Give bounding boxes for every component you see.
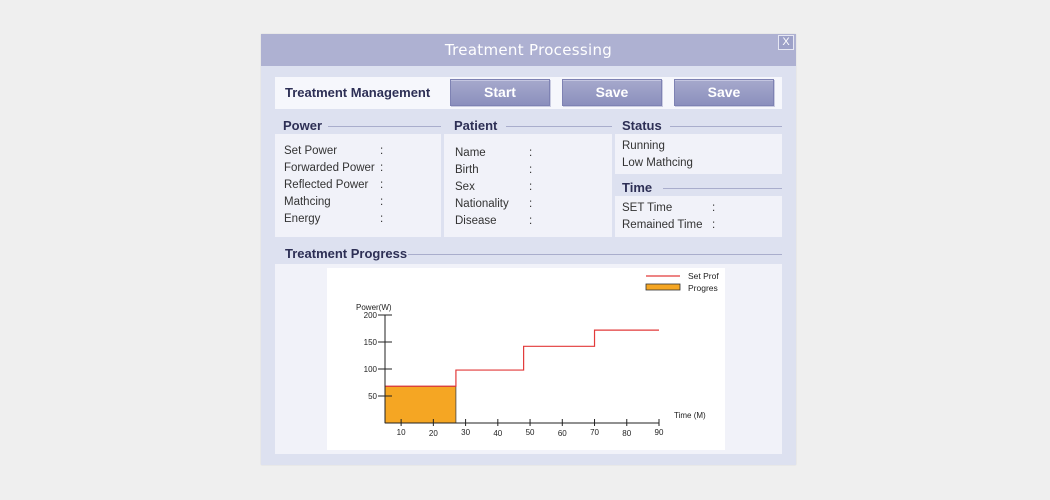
patient-label-birth: Birth <box>455 164 479 176</box>
x-tick-label: 10 <box>397 428 406 437</box>
patient-value-birth: : <box>529 164 533 176</box>
patient-value-name: : <box>529 147 533 159</box>
power-label-energy: Energy <box>284 213 321 225</box>
legend-set-profile-label: Set Prof <box>688 271 719 281</box>
progress-header: Treatment Progress <box>285 246 408 261</box>
time-value-remained: : <box>712 219 716 231</box>
power-panel: Set Power : Forwarded Power : Reflected … <box>275 134 441 237</box>
progress-panel: Set Prof Progres Power(W) Time (M) 10 20 3… <box>275 264 782 454</box>
x-tick-label: 80 <box>622 429 631 438</box>
patient-label-disease: Disease <box>455 215 497 227</box>
status-header: Status <box>622 118 662 133</box>
power-value-forwarded: : <box>380 162 384 174</box>
time-label-remained: Remained Time <box>622 219 703 231</box>
progress-chart-svg: Set Prof Progres Power(W) Time (M) 10 20 3… <box>356 271 719 438</box>
legend-progress-label: Progres <box>688 283 718 293</box>
patient-header: Patient <box>454 118 498 133</box>
x-tick-label: 50 <box>526 428 535 437</box>
patient-value-disease: : <box>529 215 533 227</box>
status-low-matching: Low Mathcing <box>622 157 693 169</box>
y-tick-label: 150 <box>364 338 378 347</box>
x-tick-label: 30 <box>461 428 470 437</box>
time-divider <box>663 188 782 189</box>
patient-value-nationality: : <box>529 198 533 210</box>
time-value-set: : <box>712 202 716 214</box>
legend-progress-swatch <box>645 283 681 291</box>
patient-divider <box>506 126 612 127</box>
x-axis-label: Time (M) <box>674 411 706 420</box>
save-button-2[interactable]: Save <box>674 79 774 106</box>
time-header: Time <box>622 180 653 195</box>
patient-label-name: Name <box>455 147 486 159</box>
x-tick-label: 40 <box>493 429 502 438</box>
power-value-matching: : <box>380 196 384 208</box>
power-value-set-power: : <box>380 145 384 157</box>
y-tick-label: 100 <box>364 365 378 374</box>
close-icon[interactable]: X <box>778 35 794 50</box>
patient-label-sex: Sex <box>455 181 475 193</box>
status-panel: Running Low Mathcing <box>615 134 782 174</box>
window-title: Treatment Processing <box>261 34 796 66</box>
save-button-1[interactable]: Save <box>562 79 662 106</box>
patient-panel: Name : Birth : Sex : Nationality : Disea… <box>444 134 612 237</box>
power-header: Power <box>283 118 323 133</box>
start-button[interactable]: Start <box>450 79 550 106</box>
time-panel: SET Time : Remained Time : <box>615 196 782 237</box>
patient-label-nationality: Nationality <box>455 198 509 210</box>
power-divider <box>328 126 441 127</box>
power-label-matching: Mathcing <box>284 196 331 208</box>
y-tick-label: 200 <box>364 311 378 320</box>
progress-chart: Set Prof Progres Power(W) Time (M) 10 20 3… <box>327 268 725 450</box>
x-tick-label: 70 <box>590 428 599 437</box>
y-tick-label: 50 <box>368 392 377 401</box>
status-divider <box>670 126 782 127</box>
management-title: Treatment Management <box>285 85 431 100</box>
power-label-forwarded: Forwarded Power <box>284 162 375 174</box>
progress-divider <box>408 254 782 255</box>
power-value-reflected: : <box>380 179 384 191</box>
set-profile-line <box>385 329 659 387</box>
patient-value-sex: : <box>529 181 533 193</box>
status-running: Running <box>622 140 665 152</box>
progress-area <box>384 385 457 424</box>
x-tick-label: 20 <box>429 429 438 438</box>
y-axis-label: Power(W) <box>356 303 392 312</box>
time-label-set: SET Time <box>622 202 673 214</box>
power-value-energy: : <box>380 213 384 225</box>
management-bar: Treatment Management Start Save Save <box>275 77 782 109</box>
power-label-set-power: Set Power <box>284 145 338 157</box>
x-tick-label: 60 <box>558 429 567 438</box>
power-label-reflected: Reflected Power <box>284 179 369 191</box>
x-tick-label: 90 <box>655 428 664 437</box>
treatment-window: Treatment Processing X Treatment Managem… <box>261 34 796 465</box>
